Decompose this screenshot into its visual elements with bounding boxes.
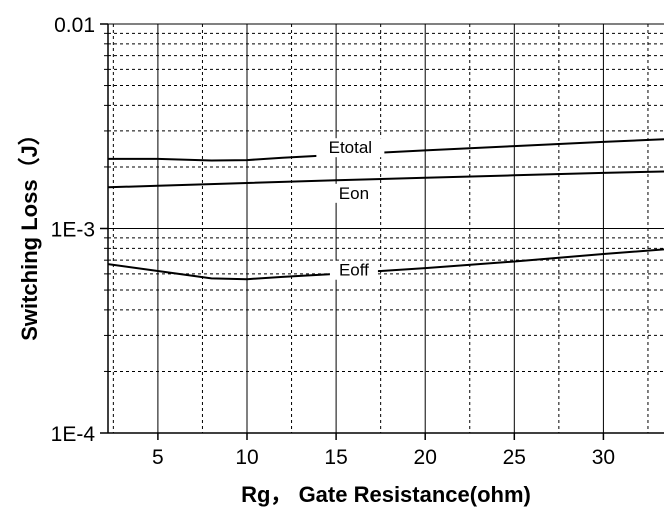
x-tick-label: 10 xyxy=(235,446,258,469)
x-tick-label: 30 xyxy=(592,446,615,469)
x-axis-title: Rg， Gate Resistance(ohm) xyxy=(241,482,531,507)
curve-labels: Etotal Eon Eoff xyxy=(316,138,385,280)
grid-lines xyxy=(108,23,664,434)
curve-label-eon: Eon xyxy=(339,184,369,203)
tick-labels: 5 10 15 20 25 30 1E-4 1E-3 0.01 xyxy=(51,14,615,469)
series-lines xyxy=(107,138,664,281)
x-tick-label: 25 xyxy=(503,446,526,469)
curve-label-bg-etotal xyxy=(316,138,385,158)
curve-label-eoff: Eoff xyxy=(339,261,369,280)
series-line-etotal xyxy=(108,138,664,162)
x-tick-label: 5 xyxy=(152,446,164,469)
curve-label-bg-eoff xyxy=(329,260,378,280)
series-line-eoff xyxy=(107,248,664,281)
curve-label-etotal: Etotal xyxy=(329,138,372,157)
y-tick-label: 1E-4 xyxy=(51,423,96,446)
curve-label-bg-eon xyxy=(334,183,373,203)
x-tick-label: 15 xyxy=(324,446,347,469)
plot-axes xyxy=(100,23,664,440)
y-tick-label: 1E-3 xyxy=(51,219,95,242)
y-axis-title: Switching Loss（J） xyxy=(17,123,42,341)
series-line-eon xyxy=(107,170,664,189)
y-tick-label: 0.01 xyxy=(54,14,95,37)
x-tick-label: 20 xyxy=(414,446,437,469)
